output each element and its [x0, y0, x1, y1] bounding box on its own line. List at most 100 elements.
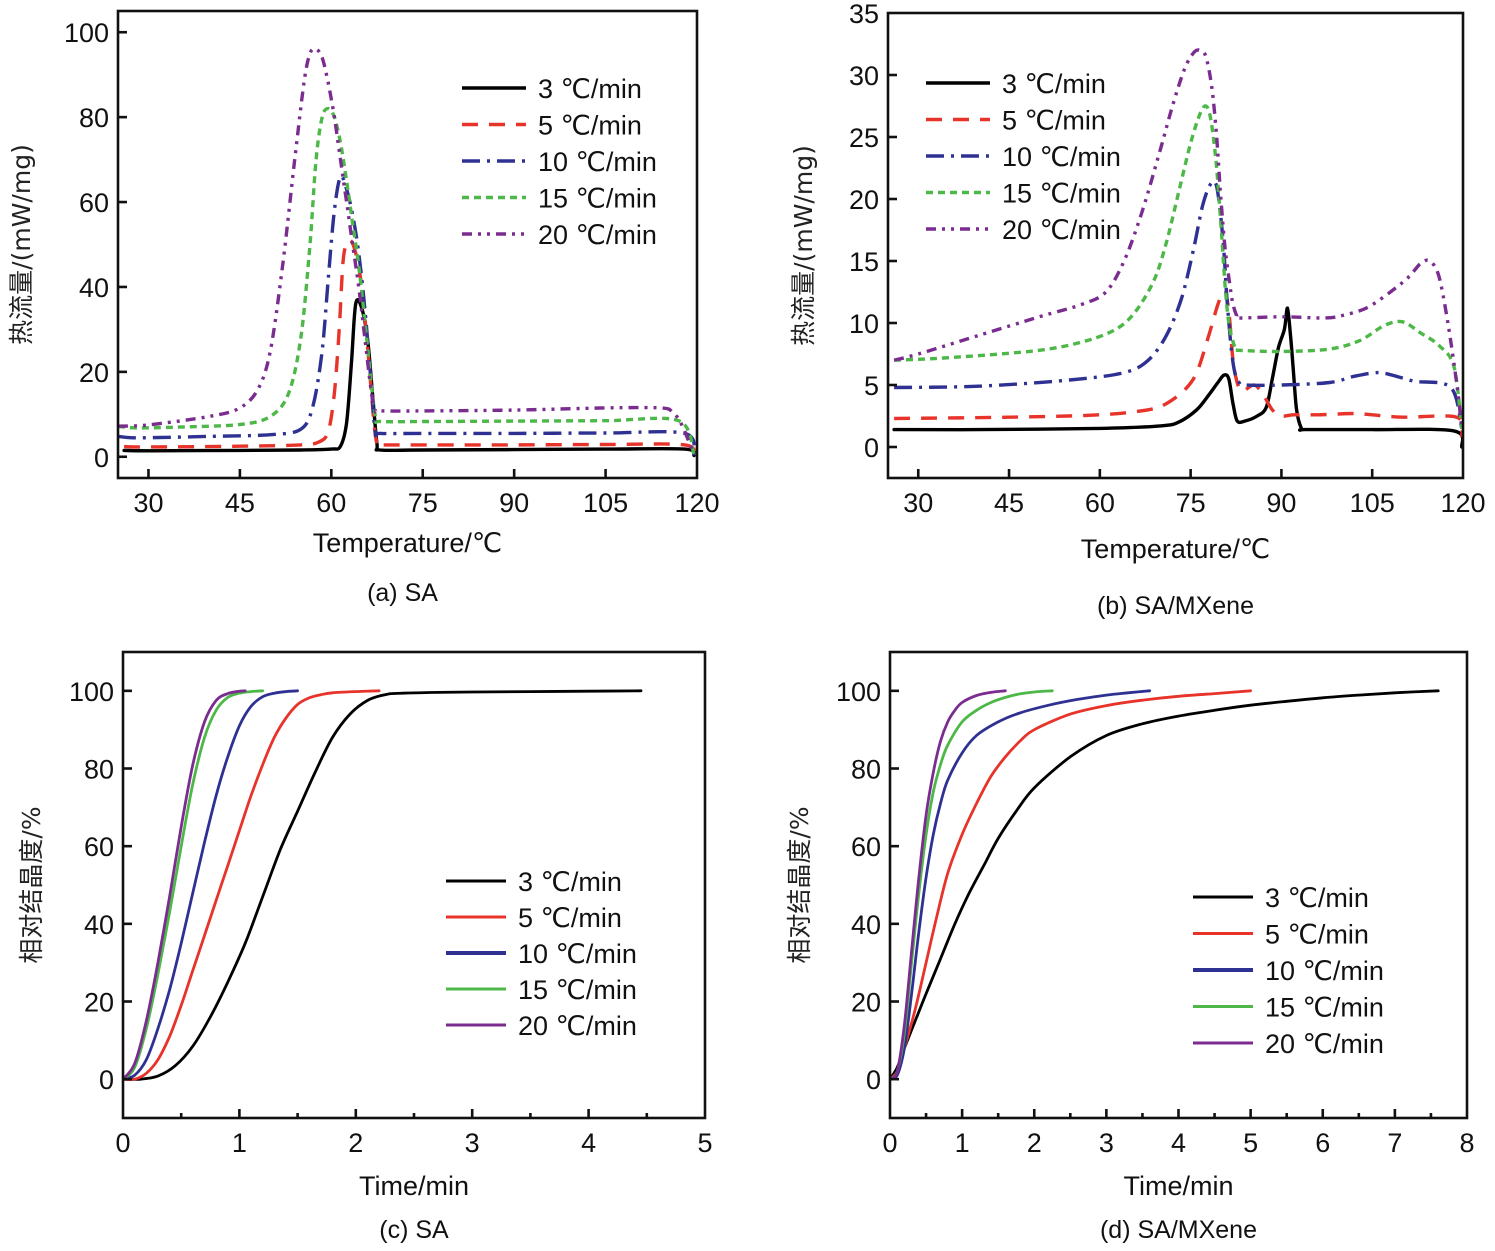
y-tick-label: 100 — [64, 18, 109, 48]
x-tick-label: 3 — [1099, 1128, 1114, 1158]
legend: 3 ℃/min 5 ℃/min 10 ℃/min 15 ℃/min 20 ℃/min — [1193, 883, 1384, 1059]
legend-label: 5 ℃/min — [1002, 106, 1106, 136]
y-tick-label: 20 — [849, 185, 879, 215]
y-tick-label: 5 — [864, 371, 879, 401]
y-tick-label: 30 — [849, 61, 879, 91]
series-line-10-c-per-min — [123, 689, 299, 1081]
legend-item-15-c-per-min: 15 ℃/min — [462, 184, 657, 214]
legend-label: 20 ℃/min — [1002, 215, 1121, 245]
x-tick-label: 105 — [583, 488, 628, 518]
y-tick-label: 60 — [84, 832, 114, 862]
legend-label: 20 ℃/min — [1265, 1029, 1384, 1059]
x-tick-label: 90 — [499, 488, 529, 518]
legend: 3 ℃/min 5 ℃/min 10 ℃/min 15 ℃/min 20 ℃/min — [446, 867, 637, 1041]
x-axis-title: Time/min — [359, 1171, 469, 1201]
y-tick-label: 25 — [849, 123, 879, 153]
y-tick-label: 0 — [94, 443, 109, 473]
legend-label: 15 ℃/min — [518, 975, 637, 1005]
legend-item-15-c-per-min: 15 ℃/min — [1193, 993, 1384, 1023]
legend-label: 10 ℃/min — [1002, 142, 1121, 172]
series-line-15-c-per-min — [894, 104, 1463, 429]
x-tick-label: 120 — [674, 488, 719, 518]
series-line-20-c-per-min — [123, 689, 247, 1081]
y-axis-title: 相对结晶度/% — [785, 806, 814, 963]
legend-label: 20 ℃/min — [518, 1011, 637, 1041]
y-tick-label: 40 — [79, 273, 109, 303]
chart-a-heat-flow-sa: 30 45 60 75 90 105 120 0 20 40 60 80 100 Temperature/… — [7, 9, 720, 607]
y-tick-label: 15 — [849, 247, 879, 277]
x-tick-label: 2 — [1027, 1128, 1042, 1158]
x-tick-label: 45 — [994, 488, 1024, 518]
legend-item-20-c-per-min: 20 ℃/min — [446, 1011, 637, 1041]
series-group — [892, 48, 1463, 449]
legend-label: 20 ℃/min — [538, 220, 657, 250]
legend-label: 15 ℃/min — [538, 184, 657, 214]
y-tick-label: 60 — [851, 832, 881, 862]
x-tick-label: 5 — [1243, 1128, 1258, 1158]
legend-label: 3 ℃/min — [518, 867, 622, 897]
legend-item-10-c-per-min: 10 ℃/min — [1193, 956, 1384, 986]
series-line-10-c-per-min — [118, 174, 696, 457]
legend-label: 3 ℃/min — [1265, 883, 1369, 913]
chart-c-relative-crystallinity-sa: 0 1 2 3 4 5 0 20 40 60 80 100 Time/min 相对结晶度/% (c) SA 3… — [17, 650, 713, 1244]
x-tick-label: 60 — [316, 488, 346, 518]
legend-item-15-c-per-min: 15 ℃/min — [446, 975, 637, 1005]
y-tick-label: 80 — [79, 103, 109, 133]
y-tick-label: 35 — [849, 0, 879, 29]
legend: 3 ℃/min 5 ℃/min 10 ℃/min 15 ℃/min 20 ℃/min — [926, 69, 1121, 245]
x-axis-title: Temperature/℃ — [313, 528, 502, 558]
series-line-5-c-per-min — [123, 689, 381, 1081]
legend-item-20-c-per-min: 20 ℃/min — [462, 220, 657, 250]
legend-label: 10 ℃/min — [538, 147, 657, 177]
y-tick-label: 20 — [79, 358, 109, 388]
y-tick-label: 0 — [864, 433, 879, 463]
y-tick-label: 60 — [79, 188, 109, 218]
y-tick-label: 10 — [849, 309, 879, 339]
x-tick-label: 75 — [1176, 488, 1206, 518]
y-tick-label: 100 — [836, 677, 881, 707]
x-tick-label: 60 — [1085, 488, 1115, 518]
y-tick-label: 40 — [851, 910, 881, 940]
x-tick-label: 105 — [1350, 488, 1395, 518]
x-tick-label: 1 — [232, 1128, 247, 1158]
legend-item-3-c-per-min: 3 ℃/min — [462, 74, 642, 104]
plot-frame — [116, 9, 699, 480]
x-tick-label: 45 — [225, 488, 255, 518]
x-tick-label: 30 — [903, 488, 933, 518]
series-line-10-c-per-min — [894, 179, 1463, 429]
x-tick-label: 1 — [955, 1128, 970, 1158]
y-axis-title: 热流量/(mW/mg) — [7, 144, 36, 345]
series-line-20-c-per-min — [893, 48, 1463, 429]
series-line-15-c-per-min — [123, 689, 265, 1081]
x-tick-label: 3 — [465, 1128, 480, 1158]
x-tick-label: 0 — [115, 1128, 130, 1158]
legend-item-5-c-per-min: 5 ℃/min — [926, 106, 1106, 136]
y-tick-label: 0 — [866, 1065, 881, 1095]
chart-d-relative-crystallinity-sa-mxene: 0 1 2 3 4 5 6 7 8020406080100Time/min相对结晶度/%(d) … — [785, 650, 1475, 1244]
legend-item-5-c-per-min: 5 ℃/min — [446, 903, 622, 933]
legend-item-20-c-per-min: 20 ℃/min — [1193, 1029, 1384, 1059]
x-tick-label: 2 — [348, 1128, 363, 1158]
series-line-3-c-per-min — [890, 689, 1440, 1081]
panel-caption: (b) SA/MXene — [1097, 592, 1254, 620]
y-tick-label: 80 — [851, 755, 881, 785]
x-axis-title: Temperature/℃ — [1081, 534, 1270, 564]
legend-item-5-c-per-min: 5 ℃/min — [462, 111, 642, 141]
y-tick-label: 20 — [851, 988, 881, 1018]
x-tick-label: 8 — [1459, 1128, 1474, 1158]
y-axis-title: 相对结晶度/% — [17, 806, 46, 963]
series-line-5-c-per-min — [124, 238, 696, 457]
legend-item-3-c-per-min: 3 ℃/min — [446, 867, 622, 897]
panel-caption: (a) SA — [367, 579, 438, 607]
x-tick-label: 75 — [408, 488, 438, 518]
series-group — [890, 689, 1440, 1081]
legend-label: 5 ℃/min — [518, 903, 622, 933]
legend-item-10-c-per-min: 10 ℃/min — [446, 939, 637, 969]
x-tick-label: 6 — [1315, 1128, 1330, 1158]
legend-label: 10 ℃/min — [1265, 956, 1384, 986]
panel-caption: (d) SA/MXene — [1100, 1216, 1257, 1244]
legend-label: 5 ℃/min — [1265, 920, 1369, 950]
legend-item-20-c-per-min: 20 ℃/min — [926, 215, 1121, 245]
x-tick-label: 0 — [882, 1128, 897, 1158]
legend-label: 3 ℃/min — [538, 74, 642, 104]
